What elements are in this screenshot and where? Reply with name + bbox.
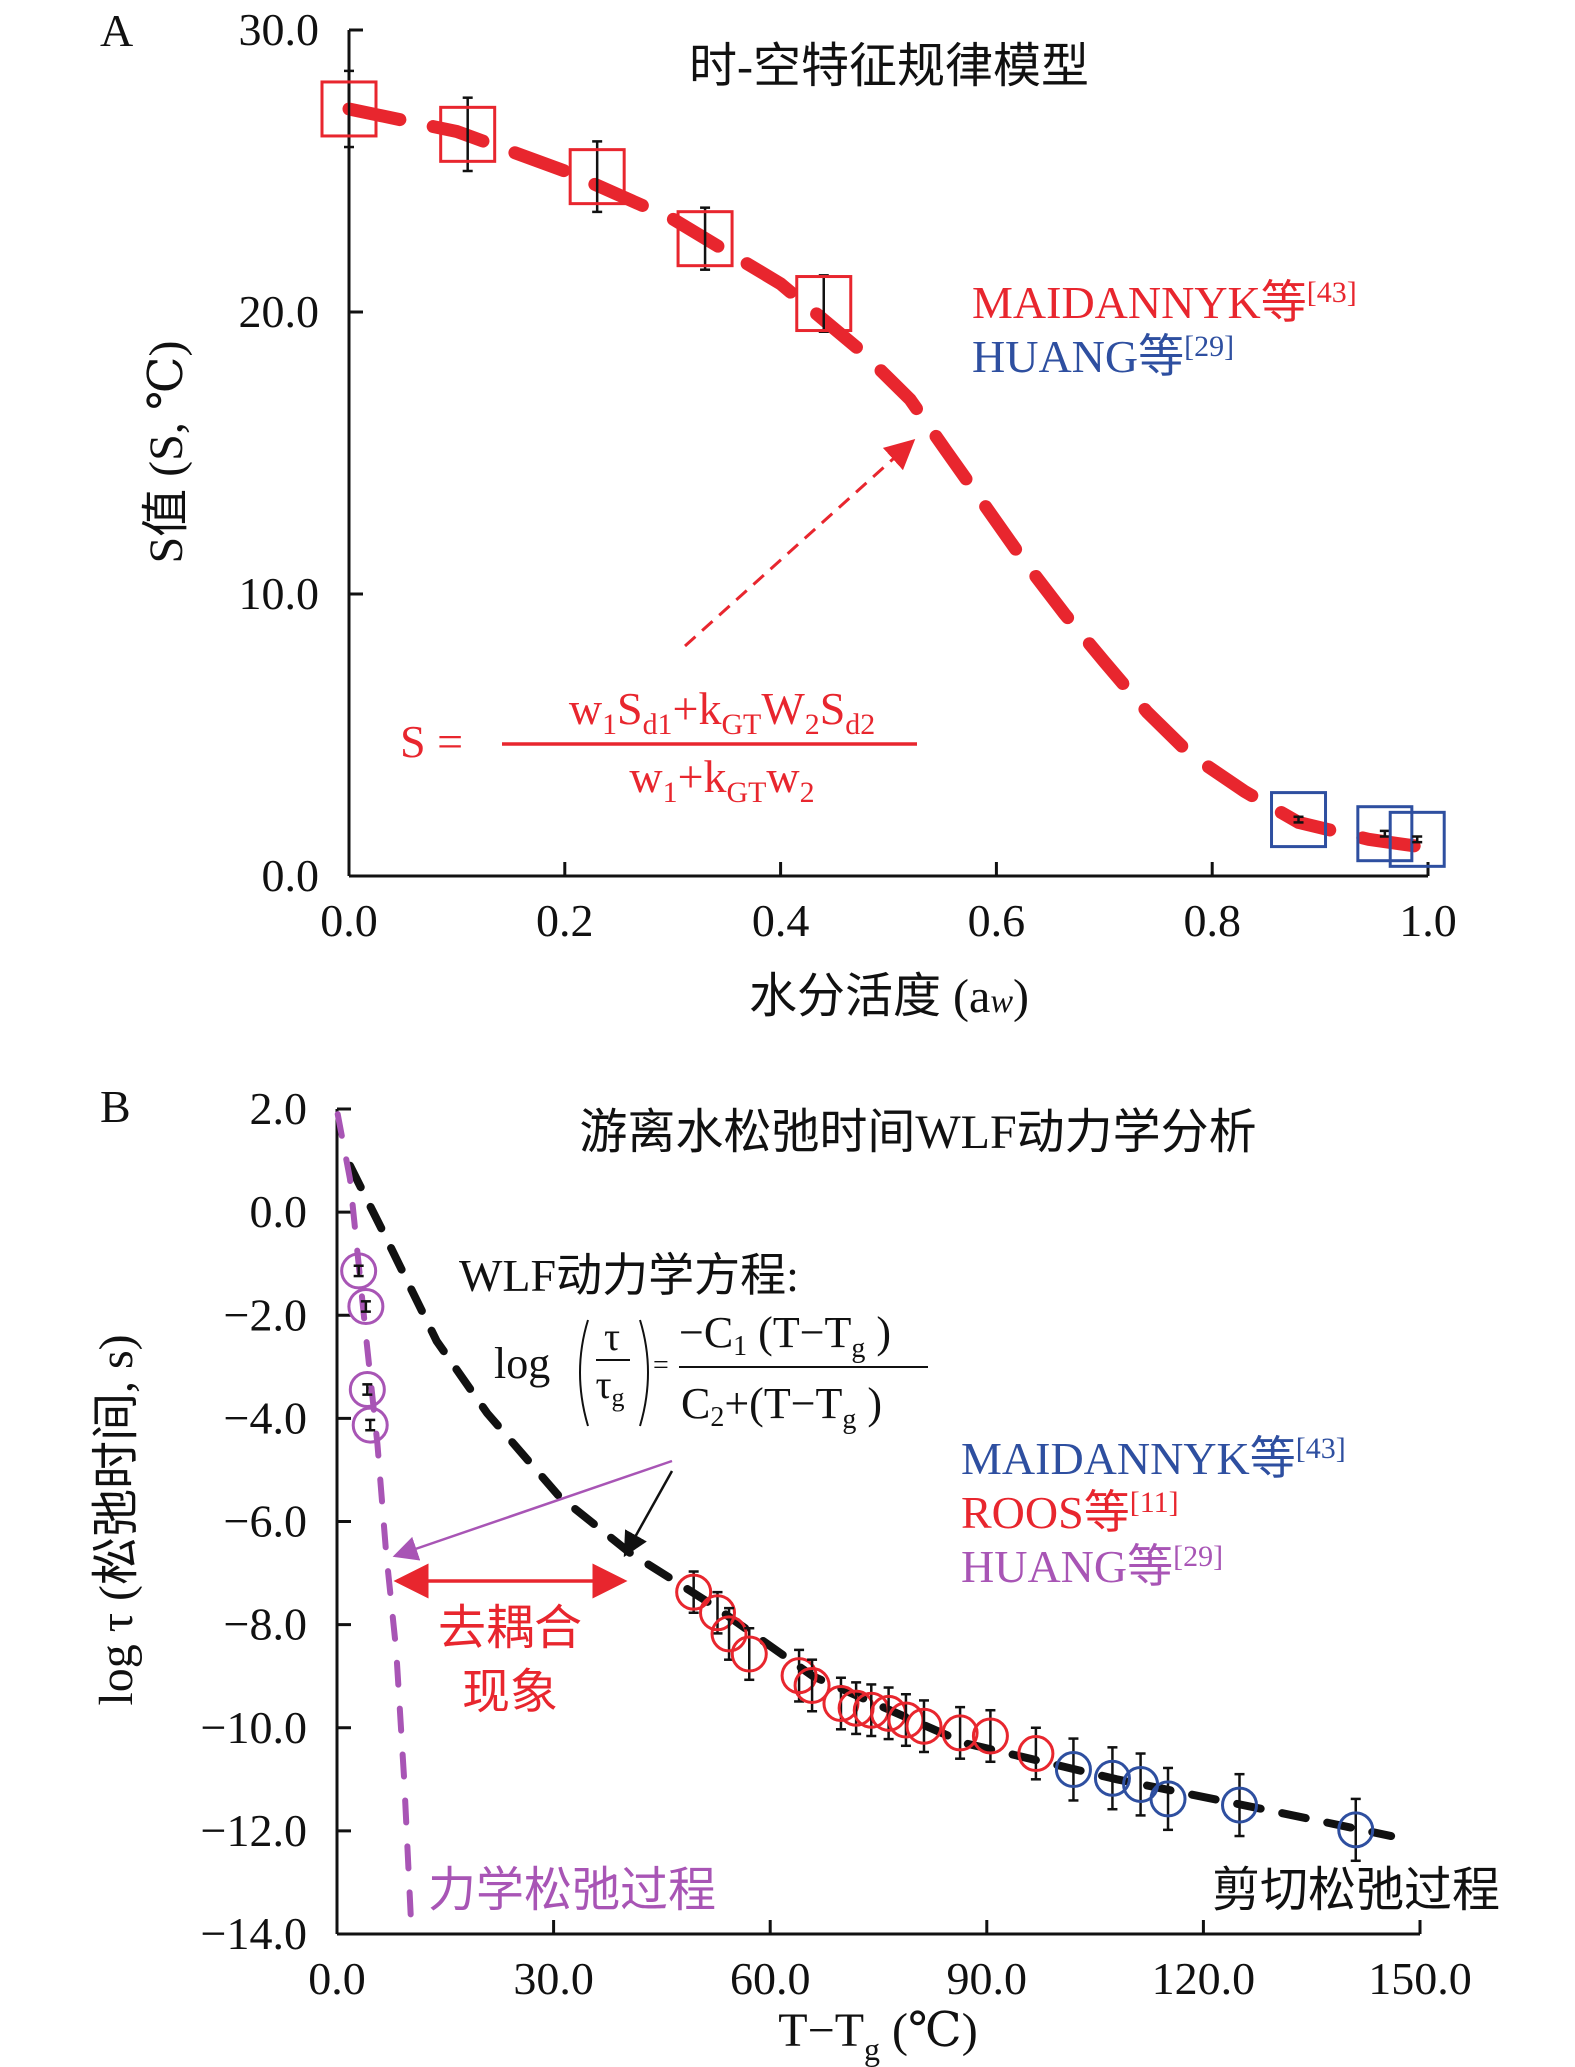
y-tick-label: 0.0 bbox=[262, 850, 320, 901]
decoupling-label-2: 现象 bbox=[462, 1666, 558, 1719]
data-point-circle bbox=[905, 1707, 943, 1745]
wlf-arrow-to-shear bbox=[623, 1470, 674, 1558]
panel-a-title: 时-空特征规律模型 bbox=[689, 40, 1089, 93]
panel-b-title: 游离水松弛时间WLF动力学分析 bbox=[579, 1106, 1256, 1159]
data-point-circle bbox=[1017, 1735, 1055, 1773]
data-point-circle bbox=[1054, 1751, 1092, 1789]
wlf-tau-g: τg bbox=[595, 1362, 624, 1412]
data-point-circle bbox=[340, 1252, 378, 1290]
shear-relaxation-label: 剪切松弛过程 bbox=[1212, 1864, 1500, 1917]
x-tick-label: 0.0 bbox=[308, 1953, 366, 2004]
panel-a: A 时-空特征规律模型 0.0 0.2 0.4 0.6 0.8 1.0 0.0 10.0 20.… bbox=[100, 4, 1457, 1023]
legend-entry: MAIDANNYK等[43] bbox=[961, 1432, 1346, 1484]
y-tick-label: −6.0 bbox=[224, 1496, 307, 1547]
x-tick-label: 0.2 bbox=[536, 895, 594, 946]
y-tick-label: 0.0 bbox=[250, 1186, 308, 1237]
mechanical-relaxation-label: 力学松弛过程 bbox=[428, 1864, 716, 1917]
wlf-equals: = bbox=[653, 1350, 669, 1381]
data-point-circle bbox=[780, 1657, 818, 1695]
panel-b-y-label: log τ (松弛时间, s) bbox=[90, 1334, 143, 1705]
data-point-square bbox=[320, 80, 378, 138]
y-tick-label: −10.0 bbox=[201, 1702, 307, 1753]
legend-entry: HUANG等[29] bbox=[972, 330, 1234, 382]
wlf-denominator: C2+(T−Tg ) bbox=[681, 1379, 882, 1435]
black-dashed-curve bbox=[345, 1161, 1396, 1841]
x-tick-label: 1.0 bbox=[1399, 895, 1457, 946]
legend-entry: HUANG等[29] bbox=[961, 1540, 1223, 1592]
data-point-circle bbox=[347, 1287, 385, 1325]
x-tick-label: 150.0 bbox=[1368, 1953, 1472, 2004]
data-point-circle bbox=[793, 1666, 831, 1704]
legend-entry: ROOS等[11] bbox=[961, 1486, 1179, 1538]
data-point-square bbox=[568, 148, 626, 206]
y-tick-label: −12.0 bbox=[201, 1805, 307, 1856]
panel-b-axes: 0.0 30.0 60.0 90.0 120.0 150.0 2.0 0.0 −2.0 −4.0 −… bbox=[201, 1083, 1472, 2004]
y-tick-label: 20.0 bbox=[239, 286, 320, 337]
legend-entry: MAIDANNYK等[43] bbox=[972, 276, 1357, 328]
formula-denominator: w1+kGTw2 bbox=[629, 751, 814, 809]
data-point-circle bbox=[1093, 1759, 1131, 1797]
panel-a-letter: A bbox=[100, 5, 133, 56]
y-tick-label: 2.0 bbox=[250, 1083, 308, 1134]
data-point-square bbox=[1388, 810, 1446, 868]
y-tick-label: 30.0 bbox=[239, 4, 320, 55]
x-tick-label: 0.0 bbox=[320, 895, 378, 946]
data-point-square bbox=[439, 105, 497, 163]
data-point-square bbox=[1270, 791, 1328, 849]
panel-b-legend: MAIDANNYK等[43]ROOS等[11]HUANG等[29] bbox=[961, 1432, 1346, 1592]
data-point-circle bbox=[941, 1714, 979, 1752]
y-tick-label: −8.0 bbox=[224, 1599, 307, 1650]
wlf-log: log bbox=[494, 1339, 550, 1388]
panel-b-x-label: T−Tg (℃) bbox=[778, 2004, 977, 2067]
decoupling-label-1: 去耦合 bbox=[438, 1602, 582, 1655]
panel-a-axes: 0.0 0.2 0.4 0.6 0.8 1.0 0.0 10.0 20.0 30.0 bbox=[239, 4, 1457, 946]
y-tick-label: −2.0 bbox=[224, 1289, 307, 1340]
data-point-circle bbox=[351, 1406, 389, 1444]
y-tick-label: 10.0 bbox=[239, 568, 320, 619]
wlf-right-paren bbox=[639, 1319, 649, 1427]
data-point-circle bbox=[348, 1371, 386, 1408]
data-point-circle bbox=[822, 1685, 860, 1723]
data-point-circle bbox=[698, 1594, 736, 1632]
panel-b: B 游离水松弛时间WLF动力学分析 0.0 30.0 60.0 90.0 120.0 15… bbox=[90, 1081, 1500, 2067]
x-tick-label: 0.8 bbox=[1183, 895, 1241, 946]
x-tick-label: 30.0 bbox=[513, 1953, 594, 2004]
wlf-left-paren bbox=[579, 1319, 589, 1427]
formula-numerator: w1Sd1+kGTW2Sd2 bbox=[569, 683, 875, 741]
wlf-arrow-to-mechanical bbox=[392, 1459, 673, 1561]
x-tick-label: 60.0 bbox=[730, 1953, 811, 2004]
wlf-equation-title: WLF动力学方程: bbox=[459, 1250, 799, 1301]
data-point-circle bbox=[1221, 1786, 1258, 1824]
data-point-circle bbox=[730, 1635, 768, 1673]
x-tick-label: 90.0 bbox=[947, 1953, 1028, 2004]
data-point-square bbox=[676, 210, 734, 268]
formula-pointer-arrow bbox=[683, 438, 916, 648]
wlf-tau: τ bbox=[604, 1314, 620, 1359]
data-point-circle bbox=[1337, 1811, 1375, 1849]
data-point-circle bbox=[1149, 1780, 1187, 1818]
x-tick-label: 0.6 bbox=[968, 895, 1026, 946]
data-point-square bbox=[795, 275, 853, 333]
formula-lhs: S = bbox=[400, 716, 463, 767]
red-dashed-curve bbox=[342, 102, 1435, 855]
y-tick-label: −14.0 bbox=[201, 1908, 307, 1959]
y-tick-label: −4.0 bbox=[224, 1392, 307, 1443]
data-point-circle bbox=[675, 1573, 713, 1611]
wlf-equation: WLF动力学方程: log τ τg = −C1 (T−Tg ) C2+(T−T… bbox=[459, 1250, 928, 1435]
panel-a-marks bbox=[320, 69, 1446, 868]
x-tick-label: 0.4 bbox=[752, 895, 810, 946]
data-point-circle bbox=[971, 1717, 1009, 1755]
data-point-square bbox=[1356, 805, 1414, 863]
panel-a-y-label: S值 (S, ℃) bbox=[140, 340, 193, 563]
panel-a-legend: MAIDANNYK等[43]HUANG等[29] bbox=[972, 276, 1357, 382]
panel-a-x-label: 水分活度 (aw) bbox=[749, 970, 1029, 1023]
s-formula: S = w1Sd1+kGTW2Sd2 w1+kGTw2 bbox=[400, 683, 917, 809]
panel-b-marks bbox=[334, 1111, 1396, 1932]
data-point-circle bbox=[710, 1615, 748, 1653]
panel-b-letter: B bbox=[100, 1081, 131, 1132]
x-tick-label: 120.0 bbox=[1152, 1953, 1256, 2004]
wlf-numerator: −C1 (T−Tg ) bbox=[679, 1308, 891, 1364]
purple-dashed-curve bbox=[334, 1111, 415, 1932]
